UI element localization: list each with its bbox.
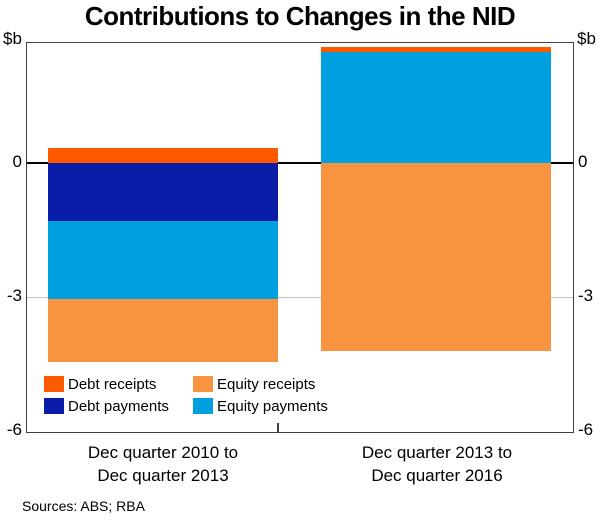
x-axis-label-line: Dec quarter 2013 [97, 466, 229, 485]
bar-segment-equity-receipts [48, 299, 279, 362]
bar-segment-debt-receipts [320, 47, 551, 52]
y-axis-unit-left: $b [3, 29, 22, 48]
y-tick-label-left: -3 [6, 286, 22, 306]
zero-line [27, 162, 573, 165]
x-axis-label-line: Dec quarter 2010 to [87, 443, 239, 462]
x-axis-label-line: Dec quarter 2016 [371, 466, 503, 485]
legend-label: Debt payments [68, 397, 169, 415]
x-axis-label-category-2: Dec quarter 2013 to Dec quarter 2016 [300, 441, 574, 487]
legend-item-debt-payments: Debt payments [44, 398, 193, 415]
y-tick-label-right: -6 [578, 420, 594, 439]
bar-segment-equity-receipts [320, 163, 551, 351]
legend: Debt receipts Equity receipts Debt payme… [44, 373, 328, 417]
sources-note: Sources: ABS; RBA [22, 498, 145, 514]
bar-segment-equity-payments [48, 221, 279, 300]
x-axis-label-category-1: Dec quarter 2010 to Dec quarter 2013 [26, 441, 300, 487]
legend-item-equity-receipts: Equity receipts [193, 376, 315, 393]
bar-segment-debt-receipts [48, 147, 279, 164]
legend-label: Equity payments [217, 397, 328, 415]
category-divider-tick [277, 423, 279, 432]
legend-label: Debt receipts [68, 375, 157, 393]
plot-area: Debt receipts Equity receipts Debt payme… [26, 42, 574, 433]
debt-receipts-swatch-icon [44, 376, 64, 392]
y-tick-label-left: 0 [12, 152, 22, 172]
y-tick-label-left: -6 [6, 420, 22, 439]
chart-title: Contributions to Changes in the NID [84, 1, 516, 31]
debt-payments-swatch-icon [44, 398, 64, 414]
y-axis-unit-right: $b [577, 29, 596, 48]
bar-segment-debt-payments [48, 163, 279, 222]
x-axis-label-line: Dec quarter 2013 to [361, 443, 513, 462]
legend-item-equity-payments: Equity payments [193, 398, 328, 415]
y-tick-label-right: -3 [578, 286, 594, 306]
y-tick-label-right: 0 [578, 152, 588, 172]
legend-label: Equity receipts [217, 375, 316, 393]
legend-row: Debt payments Equity payments [44, 395, 328, 417]
bar-segment-equity-payments [320, 51, 551, 164]
legend-row: Debt receipts Equity receipts [44, 373, 328, 395]
legend-item-debt-receipts: Debt receipts [44, 376, 193, 393]
equity-payments-swatch-icon [193, 398, 213, 414]
gridline [27, 297, 573, 299]
equity-receipts-swatch-icon [193, 376, 213, 392]
